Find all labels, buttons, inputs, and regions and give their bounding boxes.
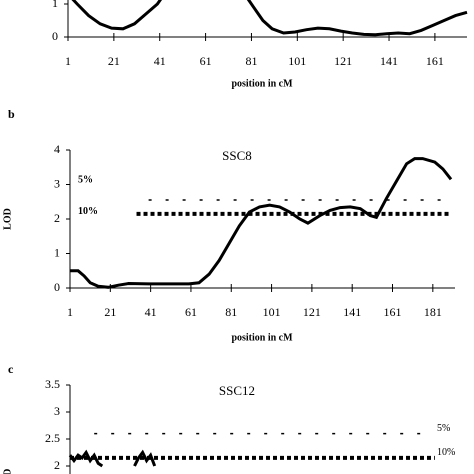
x-tick-label: 121 (334, 54, 352, 68)
x-tick-label: 41 (154, 54, 166, 68)
x-tick-label: 161 (426, 54, 444, 68)
x-tick-label: 81 (245, 54, 257, 68)
chart-title: SSC8 (222, 148, 252, 163)
y-axis-label: LOD (2, 469, 13, 474)
x-tick-label: 61 (185, 305, 197, 319)
threshold-label: 5% (78, 174, 93, 185)
panel-label: b (8, 107, 15, 121)
x-axis-label: position in cM (231, 78, 293, 89)
x-tick-label: 161 (384, 305, 402, 319)
lod-curve (70, 157, 453, 289)
x-tick-label: 101 (288, 54, 306, 68)
y-tick-label: 1 (52, 0, 58, 10)
y-tick-label: 2.5 (45, 431, 60, 445)
x-tick-label: 121 (303, 305, 321, 319)
x-axis-label: position in cM (231, 332, 293, 343)
y-tick-label: 3.5 (45, 377, 60, 391)
x-tick-label: 181 (424, 305, 442, 319)
lod-curve (68, 449, 157, 468)
y-tick-label: 3 (54, 404, 60, 418)
y-tick-label: 4 (54, 142, 60, 156)
y-tick-label: 0 (54, 280, 60, 294)
x-tick-label: 81 (225, 305, 237, 319)
threshold-label: 5% (437, 423, 450, 434)
x-tick-label: 21 (108, 54, 120, 68)
panel-label: c (8, 362, 14, 376)
x-tick-label: 101 (263, 305, 281, 319)
y-tick-label: 0 (52, 29, 58, 43)
x-tick-label: 21 (104, 305, 116, 319)
y-tick-label: 2 (54, 458, 60, 472)
y-axis-label: LOD (2, 208, 13, 230)
lod-curve (71, 0, 468, 37)
x-tick-label: 1 (65, 54, 71, 68)
x-tick-label: 141 (380, 54, 398, 68)
y-tick-label: 1 (54, 245, 60, 259)
y-tick-label: 2 (54, 211, 60, 225)
threshold-label: 10% (437, 447, 455, 458)
x-tick-label: 1 (67, 305, 73, 319)
x-tick-label: 141 (343, 305, 361, 319)
x-tick-label: 61 (200, 54, 212, 68)
threshold-label: 10% (78, 206, 98, 217)
x-tick-label: 41 (145, 305, 157, 319)
y-tick-label: 3 (54, 176, 60, 190)
chart-title: SSC12 (219, 383, 255, 398)
